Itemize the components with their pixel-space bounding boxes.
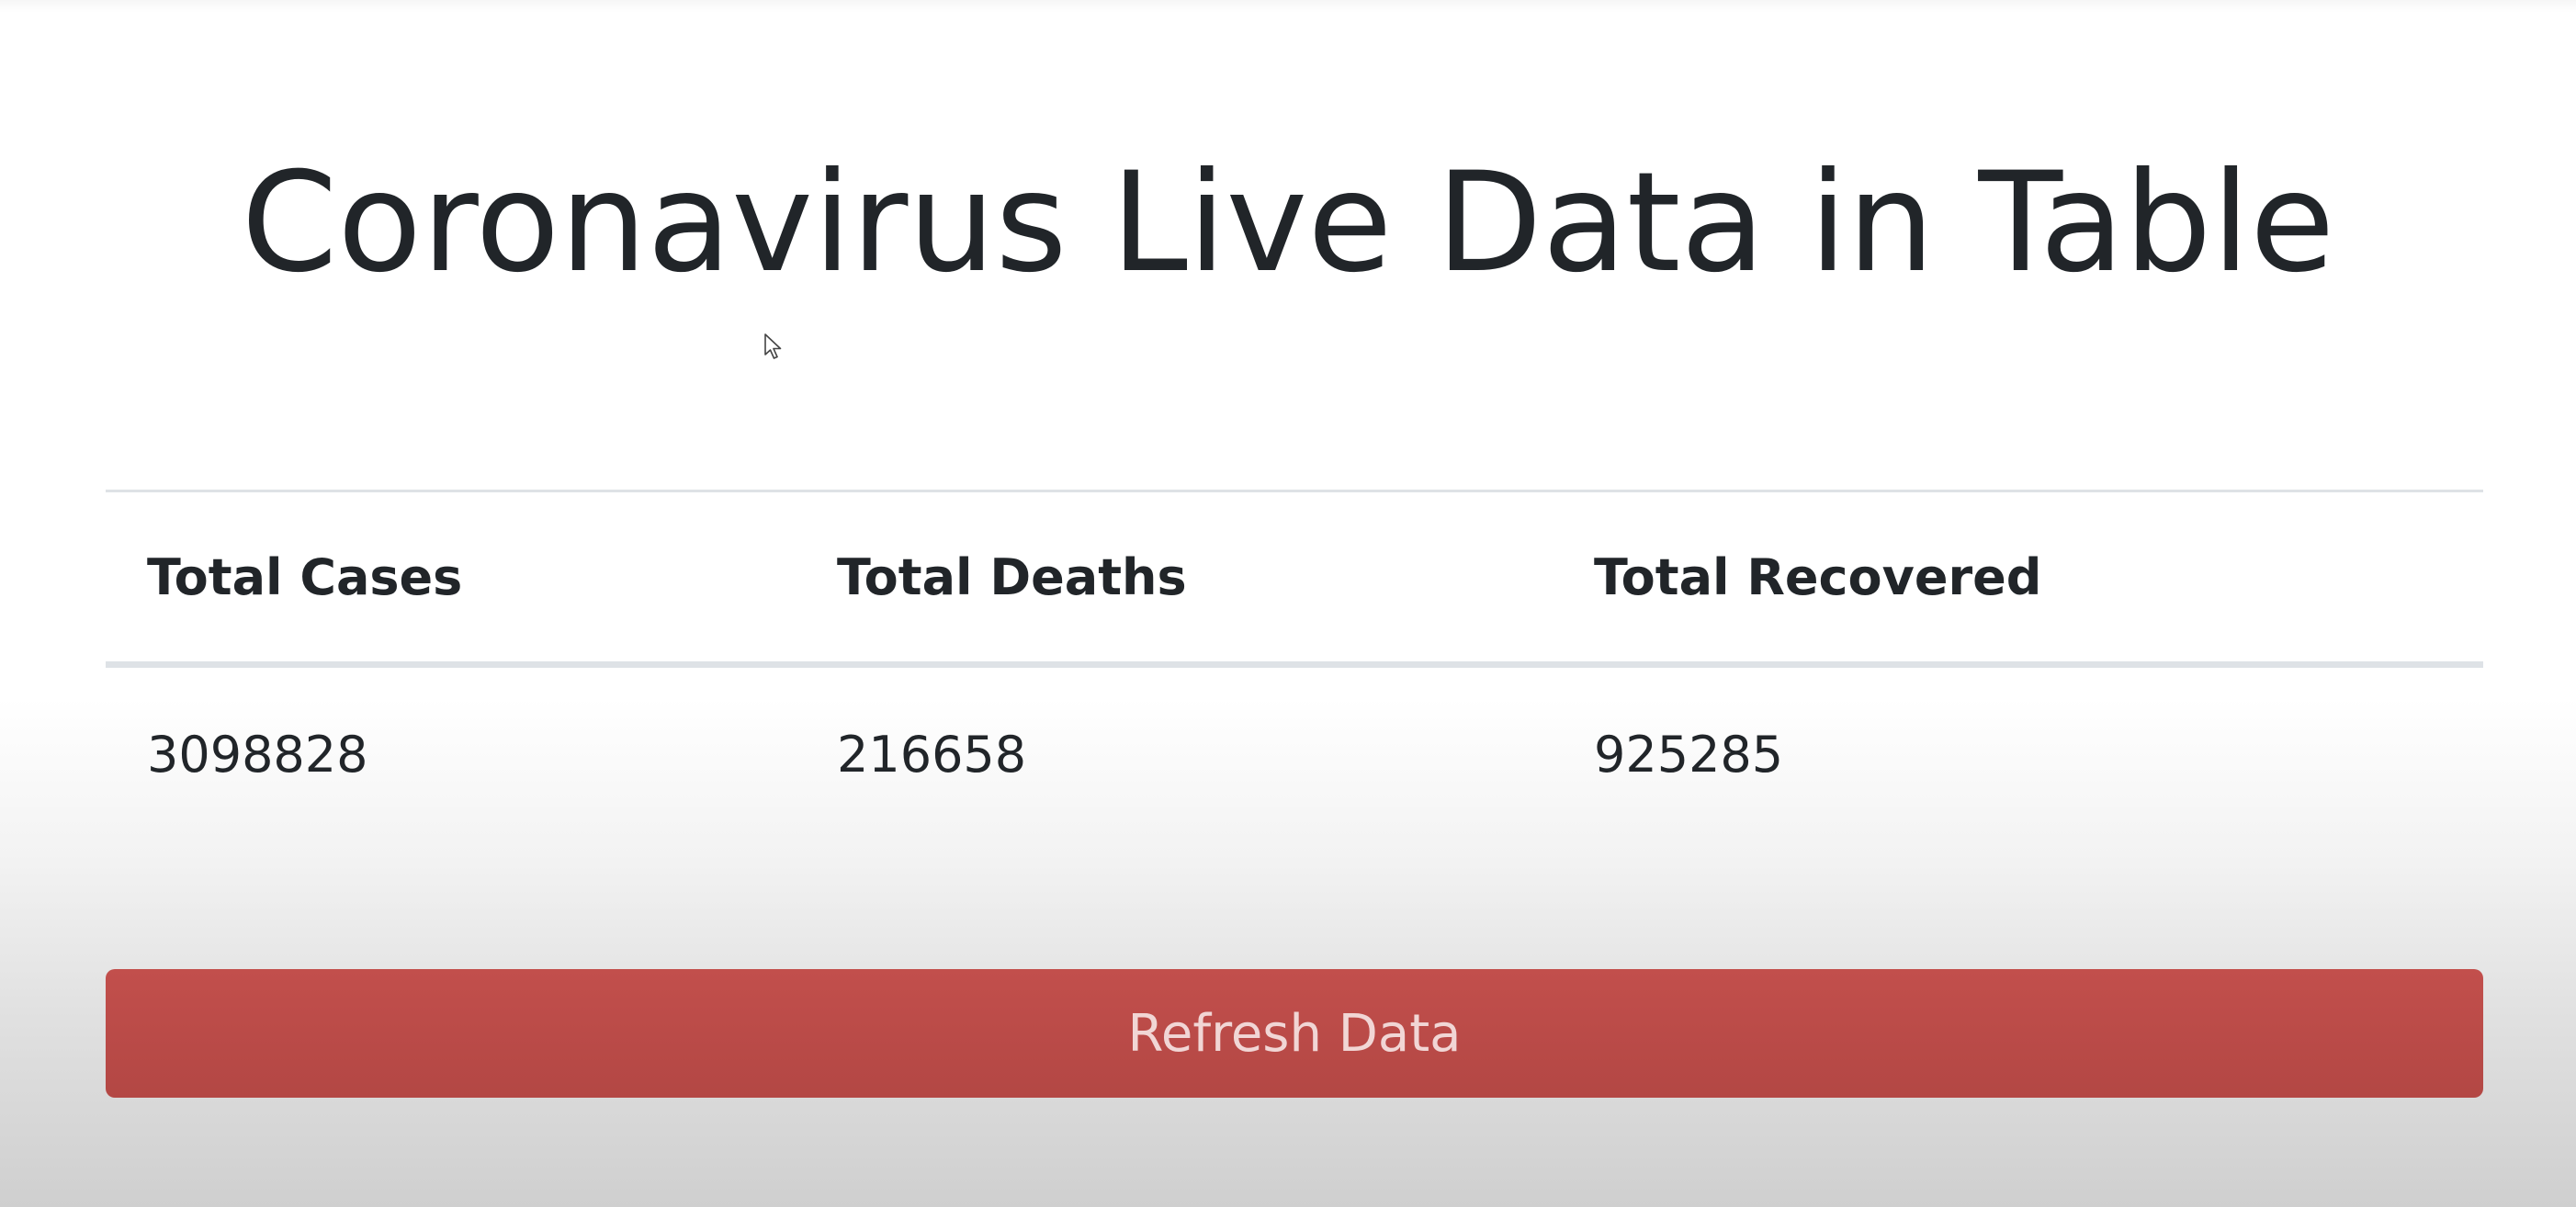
refresh-data-button[interactable]: Refresh Data	[106, 969, 2483, 1098]
cell-total-deaths: 216658	[837, 725, 1027, 784]
table-row: 3098828 216658 925285	[106, 665, 2483, 841]
header-total-recovered: Total Recovered	[1594, 547, 2042, 606]
header-total-deaths: Total Deaths	[837, 547, 1187, 606]
cell-total-cases: 3098828	[147, 725, 368, 784]
table-header-row: Total Cases Total Deaths Total Recovered	[106, 491, 2483, 665]
page-title: Coronavirus Live Data in Table	[241, 143, 2335, 303]
stats-table: Total Cases Total Deaths Total Recovered…	[106, 490, 2483, 840]
mouse-pointer-icon	[764, 333, 782, 359]
header-total-cases: Total Cases	[147, 547, 463, 606]
cell-total-recovered: 925285	[1594, 725, 1784, 784]
